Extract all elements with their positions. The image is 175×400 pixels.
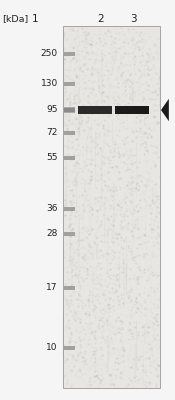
Text: 55: 55: [46, 154, 58, 162]
Text: [kDa]: [kDa]: [2, 14, 28, 23]
Bar: [63, 26, 160, 388]
Bar: [78, 106, 112, 114]
Bar: [115, 106, 149, 114]
Bar: [64, 286, 75, 290]
Text: 130: 130: [40, 80, 58, 88]
Text: 95: 95: [46, 106, 58, 114]
Text: 1: 1: [32, 14, 38, 24]
Bar: [64, 52, 75, 56]
Bar: [64, 82, 75, 86]
Bar: [64, 108, 75, 112]
Polygon shape: [161, 99, 169, 121]
Text: 17: 17: [46, 284, 58, 292]
Bar: [64, 232, 75, 236]
Bar: [64, 131, 75, 135]
Text: 72: 72: [46, 128, 58, 137]
Bar: [64, 346, 75, 350]
Text: 28: 28: [46, 230, 58, 238]
Text: 36: 36: [46, 204, 58, 213]
Bar: [64, 156, 75, 160]
Text: 3: 3: [131, 14, 137, 24]
Bar: [64, 207, 75, 211]
Text: 10: 10: [46, 344, 58, 352]
Text: 2: 2: [97, 14, 104, 24]
Bar: [64, 107, 75, 113]
Text: 250: 250: [41, 50, 58, 58]
